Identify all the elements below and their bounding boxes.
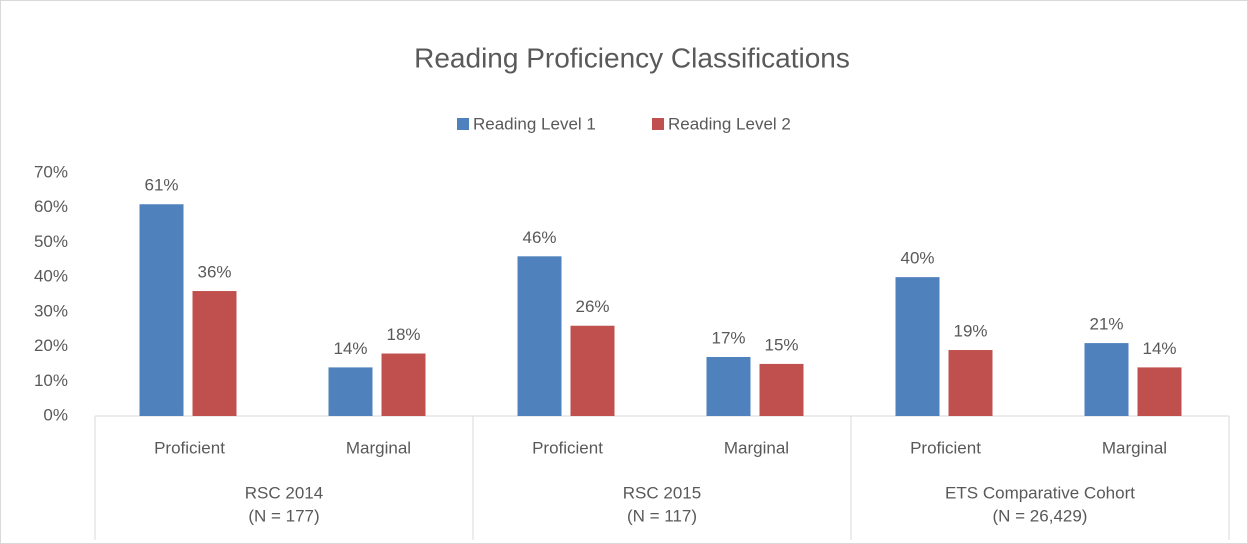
bar	[139, 204, 184, 416]
data-label: 46%	[522, 228, 556, 247]
legend-swatch	[652, 118, 664, 130]
y-tick-label: 70%	[34, 162, 68, 181]
bar	[1084, 343, 1129, 416]
bar	[381, 353, 426, 416]
legend-swatch	[457, 118, 469, 130]
bar	[895, 277, 940, 416]
data-label: 40%	[900, 249, 934, 268]
bar	[328, 367, 373, 416]
bar	[706, 356, 751, 416]
bar	[192, 291, 237, 416]
x-tick-label: Proficient	[910, 438, 981, 457]
data-label: 15%	[764, 335, 798, 354]
y-tick-label: 30%	[34, 301, 68, 320]
data-label: 61%	[144, 176, 178, 195]
y-tick-label: 10%	[34, 371, 68, 390]
x-tick-label: Proficient	[154, 438, 225, 457]
group-label: RSC 2015	[623, 483, 701, 502]
x-tick-label: Marginal	[346, 438, 411, 457]
bar	[948, 350, 993, 416]
data-label: 21%	[1089, 315, 1123, 334]
x-tick-label: Marginal	[1102, 438, 1167, 457]
legend-label: Reading Level 1	[473, 114, 596, 133]
group-label: (N = 117)	[627, 506, 697, 525]
data-label: 26%	[575, 297, 609, 316]
y-tick-label: 50%	[34, 232, 68, 251]
x-tick-label: Marginal	[724, 438, 789, 457]
data-label: 36%	[197, 263, 231, 282]
group-label: (N = 26,429)	[993, 506, 1088, 525]
data-label: 19%	[953, 322, 987, 341]
group-label: ETS Comparative Cohort	[945, 483, 1135, 502]
y-tick-label: 0%	[43, 405, 68, 424]
chart-title: Reading Proficiency Classifications	[414, 42, 850, 73]
y-tick-label: 60%	[34, 197, 68, 216]
bar	[570, 325, 615, 416]
bar	[759, 363, 804, 416]
data-label: 14%	[333, 339, 367, 358]
bar	[517, 256, 562, 416]
group-label: RSC 2014	[245, 483, 323, 502]
bar	[1137, 367, 1182, 416]
y-tick-label: 20%	[34, 336, 68, 355]
y-tick-label: 40%	[34, 267, 68, 286]
group-label: (N = 177)	[248, 506, 319, 525]
legend-label: Reading Level 2	[668, 114, 791, 133]
data-label: 18%	[386, 325, 420, 344]
data-label: 17%	[711, 328, 745, 347]
x-tick-label: Proficient	[532, 438, 603, 457]
data-label: 14%	[1142, 339, 1176, 358]
